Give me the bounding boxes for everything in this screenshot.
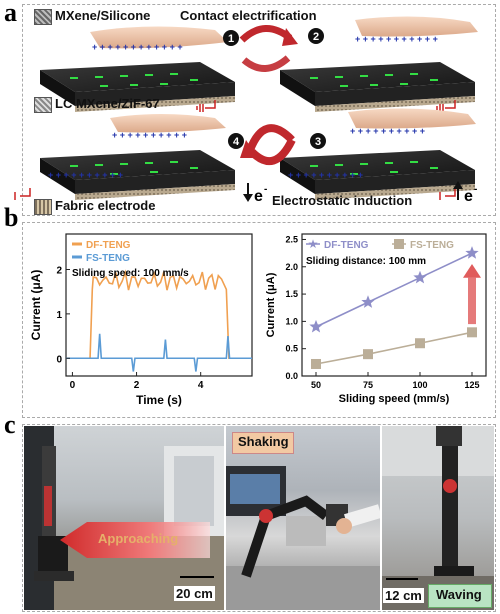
x-axis-label: Sliding speed (mm/s) — [339, 393, 450, 405]
photo-waving — [382, 426, 494, 610]
mxene-silicone-label: MXene/Silicone — [55, 8, 151, 23]
device-state-4: + + + + + + + + + + + + + + + + + + + + — [14, 114, 235, 200]
x-axis-label: Time (s) — [136, 393, 182, 407]
step-markers: 1 2 3 4 — [223, 28, 326, 149]
svg-text:+ + + + + + + + + + +: + + + + + + + + + + + — [355, 34, 438, 44]
svg-text:3: 3 — [315, 136, 321, 148]
star-marker — [361, 295, 375, 308]
x-tick-label: 50 — [311, 380, 321, 390]
mxene-silicone-swatch — [34, 9, 52, 25]
panel-b-letter: b — [4, 203, 19, 232]
chart-annotation: Sliding speed: 100 mm/s — [72, 268, 189, 279]
y-axis-label: Current (μA) — [265, 272, 277, 337]
legend-marker — [394, 239, 404, 249]
scale-bar-left — [180, 576, 214, 578]
electron-flow-markers: e - e - — [243, 181, 477, 205]
panel-a-frame — [22, 4, 496, 216]
svg-text:e: e — [464, 188, 473, 205]
teng-mechanism-diagram: + + + + + + + + + + + + + + + + + + + + … — [14, 16, 478, 205]
legend-label: DF-TENG — [86, 240, 131, 251]
panel-c-frame — [22, 424, 496, 612]
svg-text:e: e — [254, 188, 263, 205]
lc-mxene-label: LC MXene/ZiF-67 — [55, 96, 160, 111]
cycle-arrow-top — [239, 25, 298, 72]
svg-text:+ + + + + + + + + +: + + + + + + + + + + — [288, 170, 363, 180]
scale-bar-left-label: 20 cm — [174, 586, 215, 601]
series-line-1 — [315, 331, 473, 365]
increase-arrow-head — [463, 264, 481, 278]
photo-shaking — [226, 426, 380, 610]
svg-text:-: - — [474, 184, 477, 195]
svg-text:2: 2 — [313, 31, 319, 43]
legend-label: FS-TENG — [410, 240, 454, 251]
df-teng-trace — [66, 269, 252, 360]
x-tick-label: 125 — [464, 380, 479, 390]
waving-badge — [428, 584, 492, 608]
star-marker — [309, 319, 323, 333]
scale-bar-right — [386, 578, 418, 580]
y-tick-label: 1.0 — [285, 316, 298, 326]
current-speed-chart: 50 75 100 125 0.0 0.5 1.0 1.5 2.0 2.5 Sliding spee… — [265, 233, 487, 405]
svg-text:4: 4 — [233, 136, 240, 148]
panel-a-letter: a — [4, 0, 17, 27]
y-tick-label: 2 — [56, 266, 62, 277]
y-tick-label: 1.5 — [285, 289, 298, 299]
legend-label: DF-TENG — [324, 240, 369, 251]
svg-text:+ + + + + + + + + + + +: + + + + + + + + + + + + — [92, 42, 183, 52]
approaching-label: Approaching — [98, 531, 179, 546]
approaching-arrow — [60, 522, 210, 558]
x-tick-label: 100 — [412, 380, 427, 390]
device-state-1: + + + + + + + + + + + + — [40, 26, 235, 112]
electrostatic-induction-label: Electrostatic induction — [272, 193, 413, 208]
photo-approaching — [24, 426, 224, 610]
y-tick-label: 2.5 — [285, 234, 298, 244]
scale-bar-right-label: 12 cm — [383, 588, 424, 603]
y-tick-label: 0.5 — [285, 344, 298, 354]
waving-label: Waving — [436, 587, 482, 602]
svg-text:+ + + + + + + + + +: + + + + + + + + + + — [350, 126, 425, 136]
series-line-0 — [315, 252, 473, 328]
x-tick-label: 4 — [198, 380, 204, 391]
y-axis-label: Current (μA) — [29, 270, 43, 341]
chart-annotation: Sliding distance: 100 mm — [306, 256, 426, 267]
svg-text:+ + + + + + + + + +: + + + + + + + + + + — [48, 170, 123, 180]
legend-marker: ★ — [308, 237, 319, 251]
y-tick-label: 1 — [56, 310, 62, 321]
fs-teng-trace — [66, 333, 252, 372]
device-state-2: + + + + + + + + + + + — [280, 16, 478, 112]
x-tick-label: 0 — [70, 380, 76, 391]
shaking-badge — [232, 432, 294, 454]
square-marker — [363, 349, 373, 360]
plot-frame — [65, 233, 253, 377]
current-time-chart: 0 2 4 0 1 2 Time (s) Current (μA) DF-TENG FS-TENG… — [29, 233, 253, 407]
plot-frame — [301, 233, 487, 377]
y-tick-label: 0 — [56, 354, 62, 365]
shaking-label: Shaking — [238, 434, 289, 449]
svg-text:1: 1 — [228, 33, 234, 45]
increase-arrow-shaft — [468, 277, 476, 325]
square-marker — [415, 338, 425, 349]
square-marker — [467, 327, 477, 338]
cycle-arrow-bottom — [240, 124, 296, 166]
y-tick-label: 2.0 — [285, 262, 298, 272]
lc-mxene-swatch — [34, 97, 52, 113]
square-marker — [311, 358, 321, 369]
legend-label: FS-TENG — [86, 253, 130, 264]
x-tick-label: 2 — [134, 380, 140, 391]
star-marker — [413, 270, 427, 284]
svg-text:-: - — [264, 184, 267, 195]
panel-c-letter: c — [4, 410, 16, 439]
star-marker — [465, 246, 479, 259]
fabric-electrode-swatch — [34, 199, 52, 215]
panel-b-frame — [22, 222, 496, 418]
device-state-3: + + + + + + + + + + + + + + + + + + + + — [280, 108, 476, 200]
y-tick-label: 0.0 — [285, 371, 298, 381]
svg-text:+ + + + + + + + + +: + + + + + + + + + + — [112, 130, 187, 140]
fabric-electrode-label: Fabric electrode — [55, 198, 156, 213]
x-tick-label: 75 — [363, 380, 373, 390]
contact-electrification-label: Contact electrification — [180, 8, 317, 23]
